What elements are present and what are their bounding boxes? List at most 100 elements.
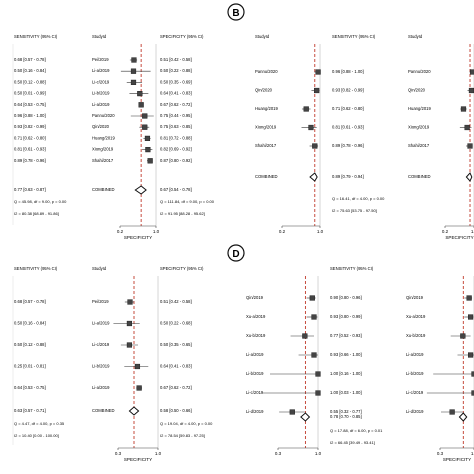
axis-title: SPECIFICITY [445,235,473,240]
panel-b-label: B [232,8,239,19]
point-estimate [145,146,151,153]
sensitivity-value: 0.64 [0.53 - 0.75] [14,385,46,390]
study-id: Xu-a/2019 [406,314,426,319]
sensitivity-value: 0.81 [0.61 - 0.93] [14,147,46,152]
axis-tick-label: 0.3 [437,451,444,456]
combined-label-b: COMBINED [255,174,278,179]
study-id: Shahi/2017 [408,143,430,148]
study-id: Pei/2019 [92,57,109,62]
point-estimate [302,333,308,339]
combined-label-b2: COMBINED [408,174,431,179]
point-estimate [468,352,474,358]
point-estimate [126,320,133,327]
study-id: Pannu/2020 [255,69,278,74]
top-right-panel: StudyId SENSITIVITY (95% CI) StudyId Pan… [255,34,474,240]
study-id: Xiong/2019 [92,147,114,152]
axis-tick-label: 0.2 [117,229,124,234]
study-id: Qin/2020 [92,124,110,129]
study-header-b: StudyId [255,34,270,39]
point-estimate [303,106,309,112]
bottom-right-panel: SENSITIVITY (95% CI) Qin/2019 Xu-a/2019 Xu… [246,266,474,462]
point-estimate [315,69,321,75]
spec-header: SPECIFICITY (95% CI) [160,34,204,39]
study-id: Huang/2019 [408,106,431,111]
point-estimate [311,314,317,320]
specificity-value: 0.50 [0.35 - 0.69] [160,79,192,84]
axis-title: SPECIFICITY [124,457,152,462]
specificity-value: 0.50 [0.35 - 0.65] [160,342,192,347]
spec-header-c: SPECIFICITY (95% CI) [160,266,204,271]
study-id: Li-b/2019 [92,91,110,96]
axis-tick-label: 0.2 [442,229,449,234]
sensitivity-value: 0.71 [0.62 - 0.80] [332,106,364,111]
point-estimate [130,68,137,74]
combined-sens-text: 0.77 [0.63 - 0.87] [14,187,46,192]
study-id: Li-a/2019 [92,102,110,107]
point-estimate [130,79,137,86]
panel-d-label: D [232,249,239,260]
specificity-value: 0.50 [0.22 - 0.88] [160,68,192,73]
stat-q-b: Q = 16.41, df = 4.00, p = 0.00 [332,196,385,201]
study-id: Li-a/2019 [246,352,264,357]
study-id: Li-b/2019 [246,371,264,376]
specificity-value: 0.67 [0.62 - 0.72] [160,385,192,390]
point-estimate [137,90,143,97]
sensitivity-value: 0.96 [0.88 - 1.00] [332,69,364,74]
specificity-value: 0.75 [0.63 - 0.85] [160,124,192,129]
sensitivity-value: 0.68 [0.57 - 0.78] [14,57,46,62]
study-header: StudyId [92,34,107,39]
stat-i2-spec-c: I2 = 78.54 [59.83 - 97.25] [160,433,205,438]
point-estimate [134,363,141,370]
stat-i2-spec: I2 = 91.95 [88.28 - 95.62] [160,211,205,216]
stat-i2-sens: I2 = 80.38 [68.89 - 91.86] [14,211,59,216]
specificity-value: 0.81 [0.72 - 0.88] [160,135,192,140]
sensitivity-value: 0.71 [0.62 - 0.80] [14,135,46,140]
sens-header-b: SENSITIVITY (95% CI) [332,34,376,39]
study-id: Li-c/2019 [92,342,110,347]
panel-b-badge: B [227,3,245,21]
study-id: Li-d/2019 [406,409,424,414]
sensitivity-value: 0.77 [0.52 - 0.93] [330,333,362,338]
specificity-value: 0.75 [0.44 - 0.95] [160,113,192,118]
sens-forest-axis-d: 0.3 1.0 [275,447,322,456]
sensitivity-value: 0.68 [0.57 - 0.78] [14,299,46,304]
sensitivity-value: 1.00 [0.16 - 1.00] [330,371,362,376]
axis-tick-label: 1.0 [315,451,322,456]
sensitivity-value: 0.55 [0.32 - 0.77] [330,409,362,414]
combined-diamond [134,185,147,195]
specificity-value: 0.50 [0.22 - 0.68] [160,321,192,326]
stat-i2-sens-c: I2 = 10.40 [0.00 - 100.00] [14,433,59,438]
specificity-value: 0.51 [0.42 - 0.58] [160,57,192,62]
study-id: Shahi/2017 [255,143,277,148]
point-estimate [468,314,474,320]
sensitivity-value: 0.25 [0.01 - 0.81] [14,364,46,369]
study-id: Xiong/2019 [408,125,430,130]
study-id: Li-b/2019 [92,364,110,369]
study-header-b2: StudyId [408,34,423,39]
point-estimate [138,102,144,108]
study-id: Xu-b/2019 [406,333,426,338]
point-estimate [309,295,315,301]
sensitivity-value: 0.93 [0.82 - 0.99] [332,88,364,93]
point-estimate [464,124,470,131]
stat-q-spec-c: Q = 19.04, df = 4.00, p = 0.00 [160,421,213,426]
combined-label-c: COMBINED [92,408,115,413]
specificity-value: 0.64 [0.41 - 0.83] [160,364,192,369]
study-id: Li-b/2019 [406,371,424,376]
study-id: Qin/2020 [408,88,426,93]
study-id: Pei/2019 [92,299,109,304]
point-estimate [467,143,473,149]
sens-header-d: SENSITIVITY (95% CI) [330,266,374,271]
study-id: Li-a/2019 [92,385,110,390]
combined-diamond [300,412,311,422]
combined-spec-c: 0.58 [0.50 - 0.66] [160,408,192,413]
bottom-left-panel: SENSITIVITY (95% CI) StudyId SPECIFICITY… [14,266,213,462]
sensitivity-value: 0.50 [0.01 - 0.99] [14,91,46,96]
combined-diamond [465,172,473,182]
specificity-value: 0.64 [0.41 - 0.83] [160,91,192,96]
point-estimate [136,385,142,391]
stat-q-d: Q = 17.88, df = 6.00, p = 0.01 [330,428,383,433]
